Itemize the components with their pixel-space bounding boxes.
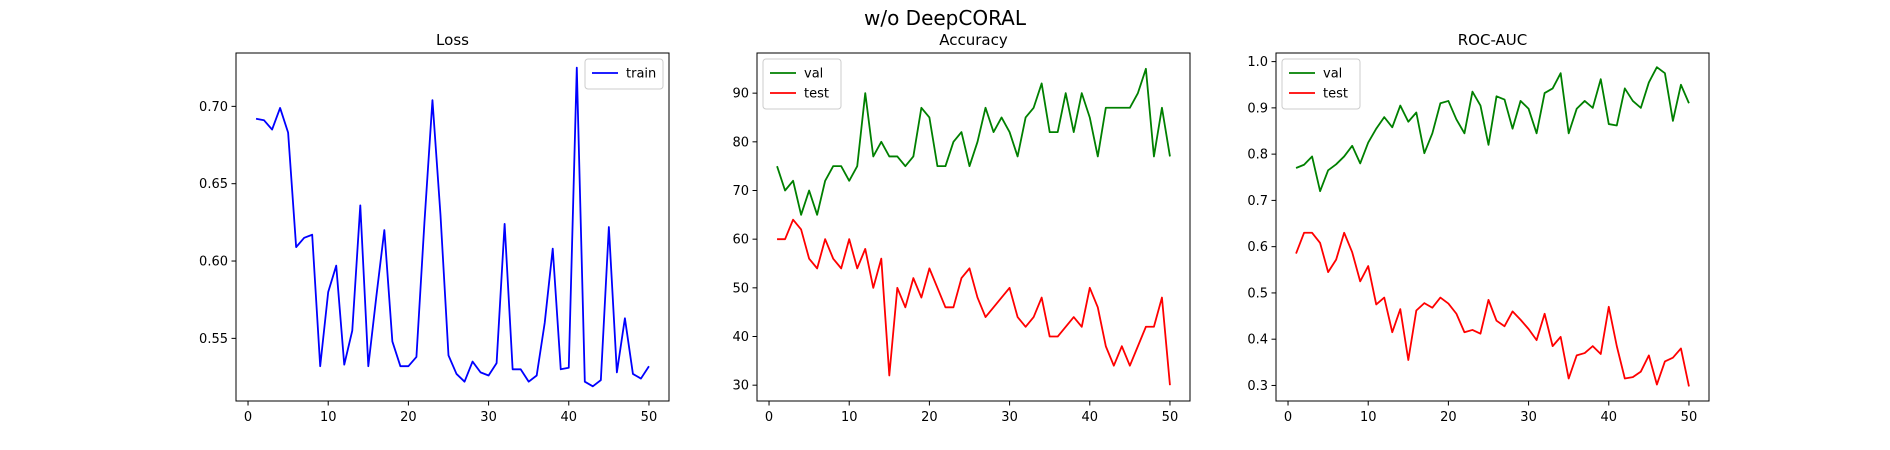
series-line-test	[1295, 231, 1690, 387]
legend: train	[584, 58, 664, 90]
x-tick-label: 40	[1081, 410, 1098, 425]
figure-suptitle: w/o DeepCORAL	[864, 6, 1027, 30]
legend-box	[762, 58, 842, 110]
series-line-val	[776, 67, 1171, 216]
y-tick-label: 90	[732, 87, 749, 102]
y-tick-label: 0.6	[1247, 240, 1268, 255]
x-tick-label: 0	[765, 410, 773, 425]
legend-label: val	[1323, 67, 1342, 82]
chart-panel-3: ROC-AUC 0 10 20 30 40 50 0.3 0.4 0.5 0.6 0.7 0.8 0.9 1…	[1247, 31, 1710, 425]
x-tick-label: 20	[921, 410, 938, 425]
legend: val test	[1281, 58, 1361, 110]
y-tick-label: 0.70	[199, 100, 228, 115]
plot-frame	[756, 52, 1191, 402]
chart-panel-2: Accuracy 0 10 20 30 40 50 30 40 50 60 70 80 90 val test	[732, 31, 1191, 425]
chart-title: Loss	[436, 31, 469, 49]
series-line-val	[1295, 66, 1690, 193]
x-tick-label: 0	[1284, 410, 1292, 425]
x-tick-label: 10	[841, 410, 858, 425]
y-tick-label: 0.65	[199, 177, 228, 192]
x-tick-label: 50	[1681, 410, 1698, 425]
legend-box	[584, 58, 664, 90]
y-tick-label: 30	[732, 379, 749, 394]
chart-title: ROC-AUC	[1458, 31, 1528, 49]
x-tick-label: 30	[480, 410, 497, 425]
chart-title: Accuracy	[939, 31, 1008, 49]
x-tick-label: 10	[1360, 410, 1377, 425]
y-tick-label: 0.8	[1247, 148, 1268, 163]
y-tick-label: 50	[732, 281, 749, 296]
x-tick-label: 30	[1520, 410, 1537, 425]
x-tick-label: 0	[244, 410, 252, 425]
plot-frame	[1275, 52, 1710, 402]
y-tick-label: 1.0	[1247, 55, 1268, 70]
series-line-test	[777, 218, 1171, 386]
y-tick-label: 0.7	[1247, 194, 1268, 209]
y-tick-label: 0.60	[199, 255, 228, 270]
x-tick-label: 30	[1001, 410, 1018, 425]
x-tick-label: 10	[320, 410, 337, 425]
plot-frame	[235, 52, 670, 402]
legend: val test	[762, 58, 842, 110]
x-tick-label: 50	[641, 410, 658, 425]
legend-label: test	[804, 87, 829, 102]
y-tick-label: 0.5	[1247, 286, 1268, 301]
legend-label: test	[1323, 87, 1348, 102]
x-tick-label: 40	[560, 410, 577, 425]
chart-panel-1: Loss 0 10 20 30 40 50 0.55 0.60 0.65 0.70 train	[199, 31, 670, 425]
y-tick-label: 40	[732, 330, 749, 345]
y-tick-label: 0.3	[1247, 379, 1268, 394]
y-tick-label: 0.55	[199, 332, 228, 347]
y-tick-label: 0.9	[1247, 101, 1268, 116]
y-tick-label: 80	[732, 135, 749, 150]
y-tick-label: 70	[732, 184, 749, 199]
series-line-train	[255, 66, 650, 388]
y-tick-label: 60	[732, 233, 749, 248]
x-tick-label: 20	[400, 410, 417, 425]
x-tick-label: 50	[1162, 410, 1179, 425]
legend-label: val	[804, 67, 823, 82]
x-tick-label: 40	[1600, 410, 1617, 425]
legend-label: train	[626, 67, 656, 82]
legend-box	[1281, 58, 1361, 110]
x-tick-label: 20	[1440, 410, 1457, 425]
y-tick-label: 0.4	[1247, 333, 1268, 348]
